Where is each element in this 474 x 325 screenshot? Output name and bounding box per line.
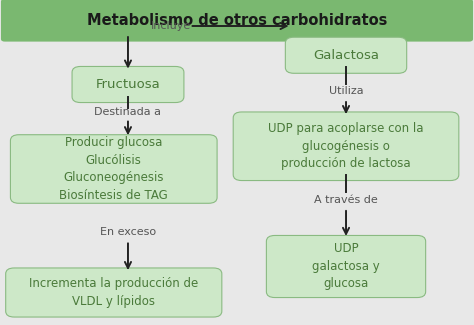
Text: Utiliza: Utiliza [328, 86, 364, 96]
FancyBboxPatch shape [285, 37, 407, 73]
FancyBboxPatch shape [6, 268, 222, 317]
Text: Producir glucosa
Glucólisis
Gluconeogénesis
Biosíntesis de TAG: Producir glucosa Glucólisis Gluconeogéne… [59, 136, 168, 202]
FancyBboxPatch shape [1, 0, 473, 42]
FancyBboxPatch shape [233, 112, 459, 181]
Text: Galactosa: Galactosa [313, 49, 379, 62]
Text: Metabolismo de otros carbohidratos: Metabolismo de otros carbohidratos [87, 13, 387, 28]
Text: UDP para acoplarse con la
glucogénesis o
producción de lactosa: UDP para acoplarse con la glucogénesis o… [268, 122, 424, 170]
Text: En exceso: En exceso [100, 227, 156, 237]
FancyBboxPatch shape [10, 135, 217, 203]
FancyBboxPatch shape [72, 66, 184, 103]
Text: A través de: A través de [314, 195, 378, 205]
Text: Fructuosa: Fructuosa [96, 78, 160, 91]
Text: Destinada a: Destinada a [94, 107, 162, 117]
FancyBboxPatch shape [266, 235, 426, 298]
Text: UDP
galactosa y
glucosa: UDP galactosa y glucosa [312, 242, 380, 291]
Text: Incluye: Incluye [151, 21, 191, 31]
Text: Incrementa la producción de
VLDL y lípidos: Incrementa la producción de VLDL y lípid… [29, 277, 199, 308]
